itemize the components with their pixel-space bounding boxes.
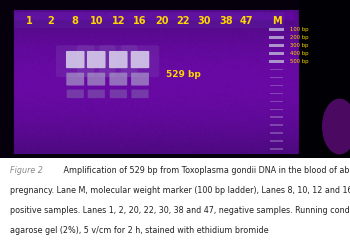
Text: 2: 2 (47, 16, 54, 26)
Text: 500 bp: 500 bp (290, 59, 309, 64)
FancyBboxPatch shape (87, 52, 106, 69)
Text: 8: 8 (72, 16, 79, 26)
Text: agarose gel (2%), 5 v/cm for 2 h, stained with ethidium bromide: agarose gel (2%), 5 v/cm for 2 h, staine… (10, 225, 269, 234)
FancyBboxPatch shape (131, 73, 149, 86)
FancyBboxPatch shape (88, 90, 105, 99)
Text: Figure 2: Figure 2 (10, 165, 43, 174)
Bar (14, 13, 284, 28)
Bar (269, 45, 284, 48)
Bar (299, 0, 350, 159)
Text: Amplification of 529 bp from Toxoplasma gondii DNA in the blood of abnormal: Amplification of 529 bp from Toxoplasma … (62, 165, 350, 174)
Bar (270, 109, 283, 111)
FancyBboxPatch shape (131, 52, 149, 69)
Text: 10: 10 (90, 16, 103, 26)
Text: 529 bp: 529 bp (166, 69, 201, 78)
Text: 300 bp: 300 bp (290, 43, 309, 48)
Bar (270, 77, 283, 79)
Text: 200 bp: 200 bp (290, 35, 309, 40)
Text: 1: 1 (26, 16, 33, 26)
Bar (270, 93, 283, 95)
Bar (270, 125, 283, 127)
FancyBboxPatch shape (109, 52, 127, 69)
Text: 22: 22 (176, 16, 189, 26)
Bar (269, 61, 284, 64)
FancyBboxPatch shape (56, 46, 94, 78)
Text: 38: 38 (219, 16, 232, 26)
Text: 16: 16 (133, 16, 147, 26)
Text: 47: 47 (240, 16, 253, 26)
Text: 12: 12 (112, 16, 125, 26)
Text: M: M (272, 16, 281, 26)
Ellipse shape (322, 99, 350, 155)
Text: 20: 20 (155, 16, 168, 26)
Bar (270, 133, 283, 135)
Text: 100 bp: 100 bp (290, 27, 309, 32)
Bar (270, 85, 283, 87)
Bar (270, 149, 283, 150)
FancyBboxPatch shape (110, 90, 127, 99)
FancyBboxPatch shape (121, 46, 159, 78)
Bar (270, 101, 283, 103)
Bar (269, 29, 284, 32)
FancyBboxPatch shape (88, 73, 105, 86)
FancyBboxPatch shape (66, 90, 84, 99)
Bar (269, 37, 284, 40)
Text: 30: 30 (197, 16, 210, 26)
FancyBboxPatch shape (66, 52, 84, 69)
Bar (14, 11, 298, 154)
FancyBboxPatch shape (99, 46, 138, 78)
FancyBboxPatch shape (132, 90, 148, 99)
FancyBboxPatch shape (77, 46, 116, 78)
FancyBboxPatch shape (66, 73, 84, 86)
Bar (270, 117, 283, 119)
FancyBboxPatch shape (109, 73, 127, 86)
Text: positive samples. Lanes 1, 2, 20, 22, 30, 38 and 47, negative samples. Running c: positive samples. Lanes 1, 2, 20, 22, 30… (10, 205, 350, 214)
Bar (270, 69, 283, 71)
Bar (270, 141, 283, 143)
Bar (269, 53, 284, 56)
Text: pregnancy. Lane M, molecular weight marker (100 bp ladder), Lanes 8, 10, 12 and : pregnancy. Lane M, molecular weight mark… (10, 185, 350, 194)
Text: 400 bp: 400 bp (290, 51, 309, 56)
